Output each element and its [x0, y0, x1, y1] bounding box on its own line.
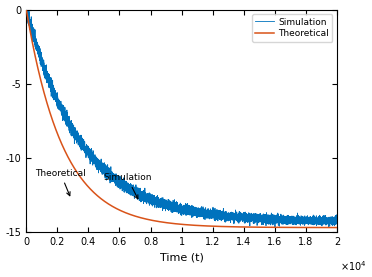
Simulation — [24, 9, 29, 12]
Text: $\times10^4$: $\times10^4$ — [340, 259, 367, 273]
Theoretical — [247, 225, 251, 229]
Simulation — [24, 1, 29, 4]
Text: Theoretical: Theoretical — [35, 169, 86, 196]
Line: Simulation: Simulation — [26, 2, 337, 227]
Legend: Simulation, Theoretical: Simulation, Theoretical — [252, 14, 333, 42]
Simulation — [273, 225, 277, 229]
Theoretical — [335, 226, 339, 229]
Simulation — [247, 216, 251, 219]
Simulation — [335, 215, 339, 218]
Theoretical — [224, 225, 228, 228]
Simulation — [315, 222, 319, 225]
X-axis label: Time (t): Time (t) — [160, 252, 203, 263]
Theoretical — [315, 226, 319, 229]
Theoretical — [24, 8, 29, 11]
Theoretical — [212, 225, 217, 228]
Theoretical — [102, 199, 106, 202]
Text: Simulation: Simulation — [103, 173, 151, 199]
Simulation — [224, 216, 228, 219]
Line: Theoretical: Theoretical — [26, 9, 337, 227]
Simulation — [212, 214, 217, 217]
Theoretical — [171, 222, 176, 225]
Simulation — [102, 167, 106, 170]
Simulation — [171, 201, 176, 205]
